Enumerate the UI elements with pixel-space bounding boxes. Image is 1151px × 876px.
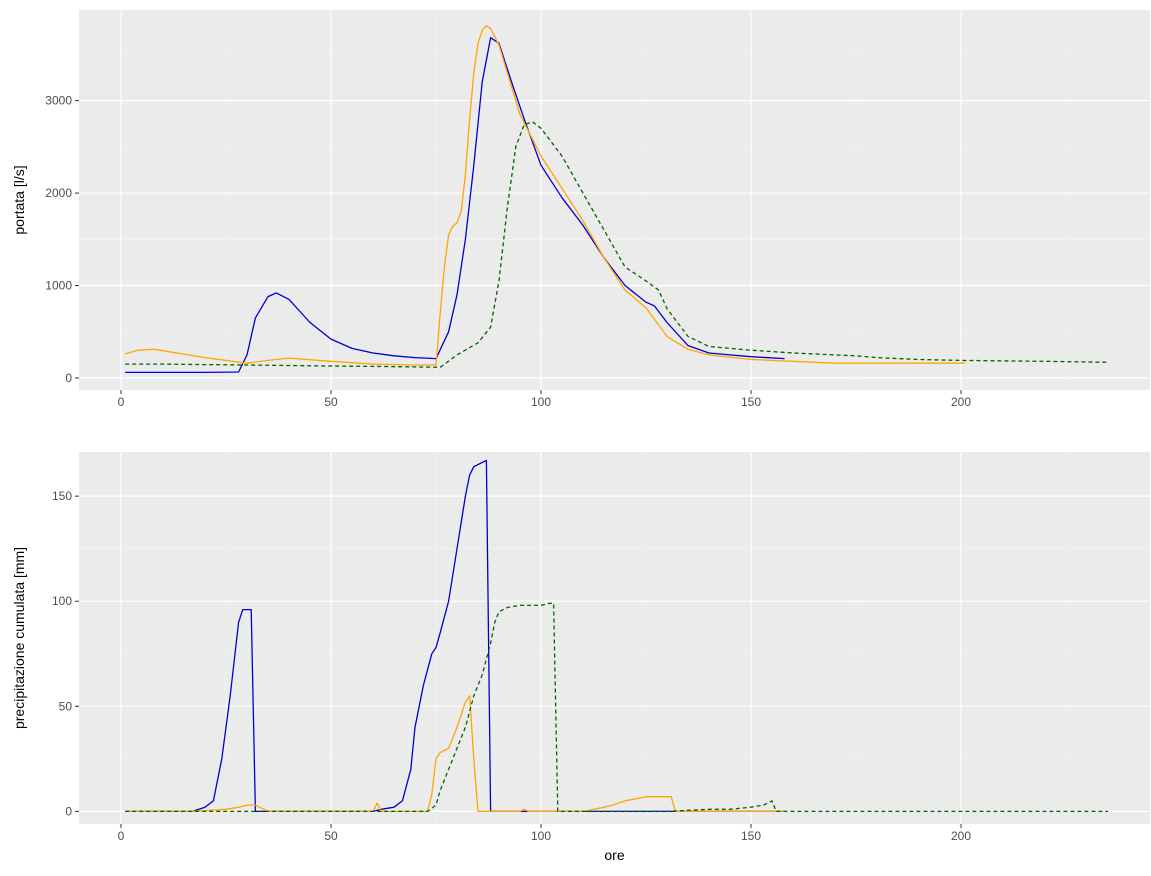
y-tick-label: 2000 (45, 186, 72, 200)
series-line-2 (125, 25, 966, 366)
series-line-3 (125, 121, 1109, 368)
y-tick-label: 50 (59, 699, 73, 713)
x-tick-label: 0 (118, 395, 125, 409)
y-tick-label: 150 (52, 489, 72, 503)
x-tick-label: 150 (741, 829, 761, 843)
series-line-3 (125, 602, 1108, 813)
x-tick-label: 50 (324, 395, 338, 409)
x-tick-label: 200 (951, 829, 971, 843)
series-line-2 (125, 695, 785, 813)
x-tick-label: 200 (951, 395, 971, 409)
precipitation-panel: 0 50 100 150 200 0 50 100 150 precipitazione cumu… (11, 452, 1150, 863)
y-tick-label: 1000 (45, 279, 72, 293)
y-axis-title: portata [l/s] (11, 165, 27, 234)
y-tick-label: 0 (65, 371, 72, 385)
x-tick-label: 50 (324, 829, 338, 843)
x-tick-label: 100 (531, 395, 551, 409)
series-line-1 (125, 37, 785, 374)
plot-panel-background (79, 452, 1150, 824)
y-tick-label: 100 (52, 594, 72, 608)
y-tick-label: 0 (65, 804, 72, 818)
x-tick-label: 0 (118, 829, 125, 843)
plot-panel-background (79, 10, 1150, 390)
series-line-1 (125, 459, 785, 813)
x-tick-label: 150 (741, 395, 761, 409)
x-tick-label: 100 (531, 829, 551, 843)
x-axis-title: ore (604, 847, 624, 863)
y-tick-label: 3000 (45, 94, 72, 108)
y-axis-title: precipitazione cumulata [mm] (11, 547, 27, 729)
